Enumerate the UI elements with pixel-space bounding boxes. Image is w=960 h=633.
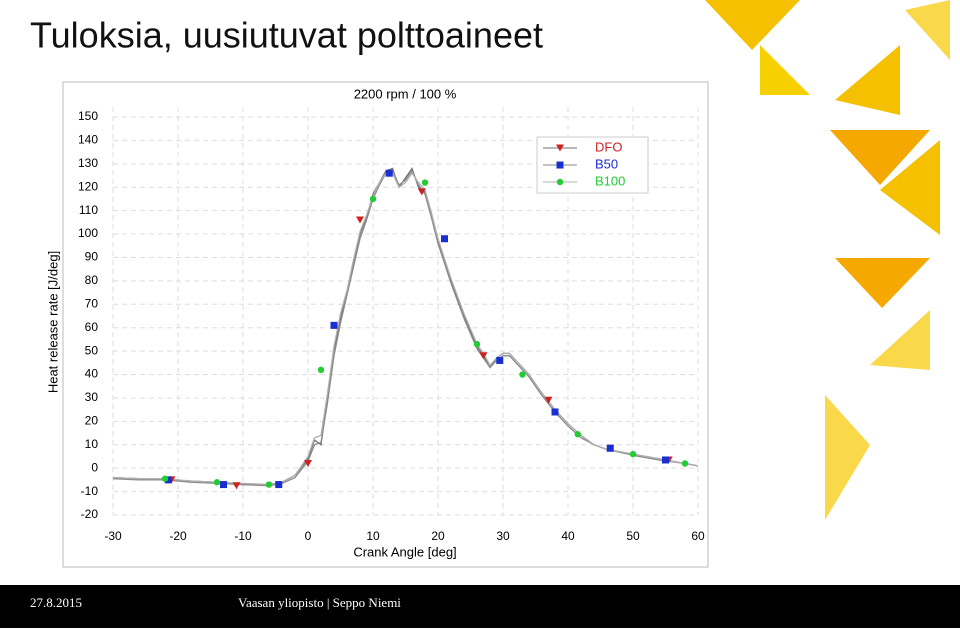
legend-label: DFO <box>595 139 622 154</box>
plot: -20-100102030405060708090100110120130140… <box>78 107 705 543</box>
marker <box>220 481 227 489</box>
footer-text: Vaasan yliopisto | Seppo Niemi <box>238 595 401 610</box>
x-tick-label: -30 <box>104 529 122 543</box>
x-tick-label: -20 <box>169 529 187 543</box>
y-tick-label: 40 <box>85 367 99 381</box>
legend-marker <box>556 144 564 152</box>
marker <box>369 195 377 203</box>
x-tick-label: 40 <box>561 529 575 543</box>
decoration <box>705 0 950 520</box>
y-tick-label: 90 <box>85 250 99 264</box>
y-tick-label: 110 <box>79 203 98 217</box>
marker <box>164 476 172 484</box>
legend-box <box>536 136 649 194</box>
y-tick-label: 120 <box>78 179 98 193</box>
x-tick-label: 60 <box>691 529 705 543</box>
y-tick-label: -10 <box>81 484 99 498</box>
chart-title: 2200 rpm / 100 % <box>354 86 457 101</box>
marker <box>161 475 169 482</box>
legend-marker <box>556 178 564 186</box>
y-tick-label: 150 <box>78 109 98 123</box>
x-tick-label: -10 <box>234 529 252 543</box>
marker <box>232 482 241 490</box>
y-tick-label: 80 <box>85 273 99 287</box>
marker <box>421 179 429 186</box>
y-tick-label: 0 <box>91 460 98 474</box>
y-tick-label: 70 <box>85 296 99 310</box>
x-tick-label: 20 <box>431 529 445 543</box>
marker <box>662 456 669 464</box>
legend-label: B50 <box>595 156 618 171</box>
legend-label: B100 <box>595 173 625 188</box>
y-tick-label: 50 <box>85 343 99 357</box>
marker <box>213 479 221 486</box>
marker <box>473 340 481 348</box>
marker <box>356 216 364 224</box>
marker <box>574 431 581 438</box>
y-tick-label: -20 <box>81 507 99 521</box>
marker <box>551 408 559 416</box>
x-tick-label: 30 <box>496 529 510 543</box>
x-tick-label: 10 <box>366 529 380 543</box>
y-tick-label: 60 <box>85 320 99 334</box>
footer-bar <box>0 585 960 628</box>
y-tick-label: 140 <box>78 133 98 147</box>
marker <box>544 396 553 404</box>
legend-marker <box>556 161 564 169</box>
marker <box>265 481 273 488</box>
marker <box>417 188 426 196</box>
y-tick-label: 30 <box>85 390 99 404</box>
y-tick-label: 10 <box>85 437 99 451</box>
marker <box>629 450 637 458</box>
marker <box>606 444 614 452</box>
marker <box>479 352 488 360</box>
marker <box>496 356 504 364</box>
marker <box>317 366 325 374</box>
marker <box>330 321 338 329</box>
marker <box>681 460 689 467</box>
marker <box>441 235 448 243</box>
x-axis-label: Crank Angle [deg] <box>353 544 456 559</box>
marker <box>385 169 393 177</box>
y-tick-label: 20 <box>85 414 99 428</box>
y-tick-label: 100 <box>78 226 98 240</box>
marker <box>304 459 312 467</box>
x-tick-label: 0 <box>305 529 312 543</box>
footer-date: 27.8.2015 <box>30 595 82 610</box>
y-tick-label: 130 <box>78 156 98 170</box>
slide-title: Tuloksia, uusiutuvat polttoaineet <box>30 15 543 56</box>
y-axis-label: Heat release rate [J/deg] <box>45 251 60 393</box>
x-tick-label: 50 <box>626 529 640 543</box>
marker <box>519 371 526 378</box>
marker <box>275 481 283 489</box>
series-line <box>112 172 699 486</box>
